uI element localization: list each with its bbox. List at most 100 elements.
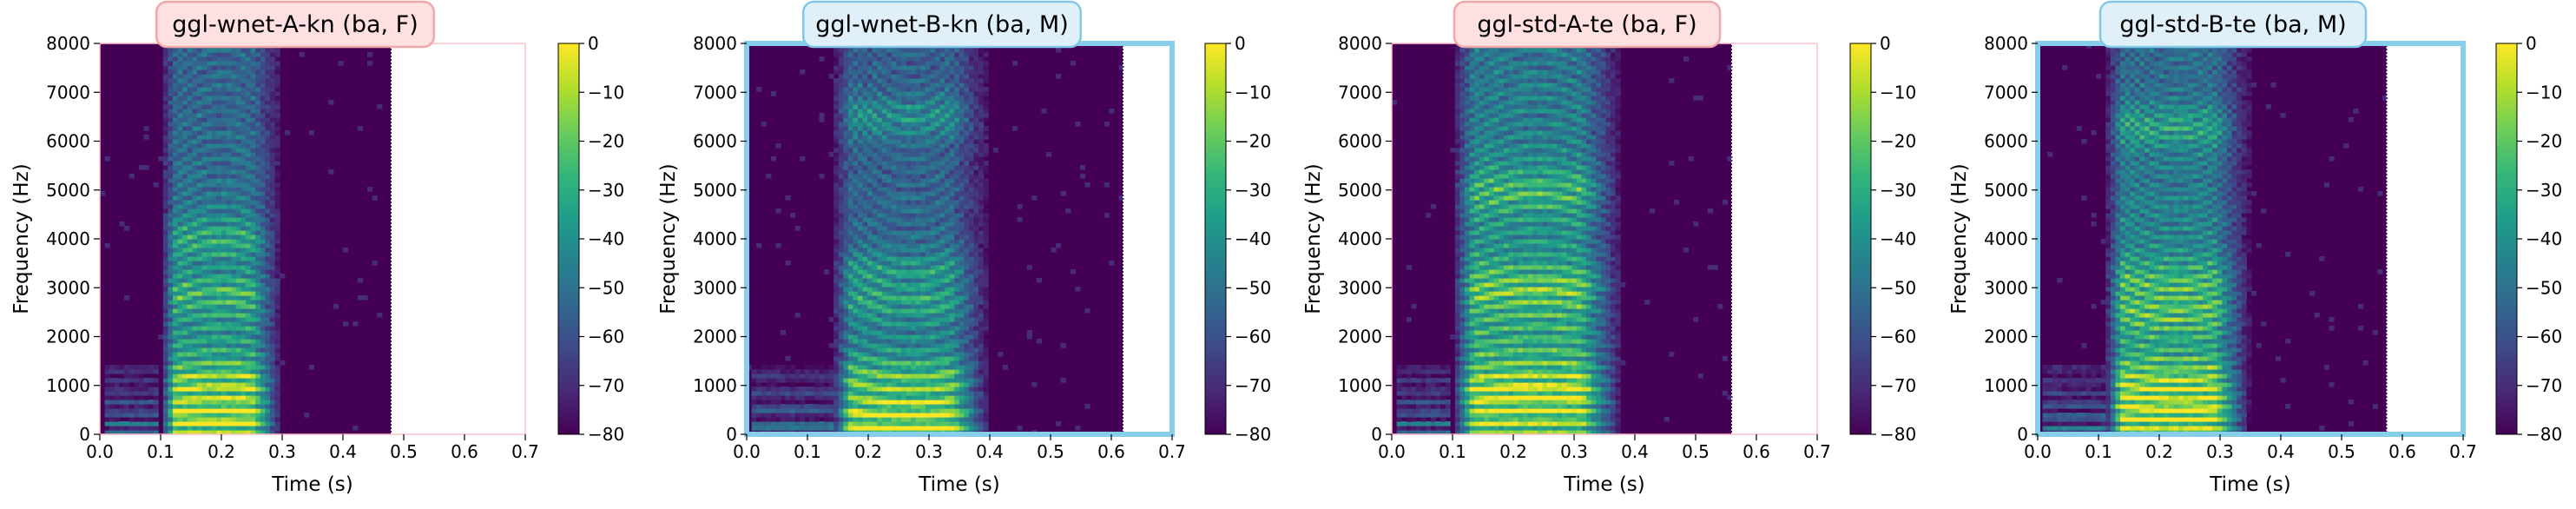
y-tick-label: 2000 [1984,327,2028,347]
colorbar-tick-label: 0 [2526,33,2537,54]
x-tick-label: 0.4 [2267,441,2295,462]
y-tick-label: 0 [79,424,90,445]
y-tick-label: 7000 [1338,82,1382,102]
x-tick-label: 0.2 [208,441,235,462]
colorbar-tick-label: −70 [1880,375,1916,396]
y-tick-label: 0 [1371,424,1382,445]
x-tick-label: 0.2 [854,441,882,462]
colorbar-tick-label: −80 [2526,424,2562,445]
colorbar-tick-label: −10 [1880,82,1916,102]
colorbar-tick-label: −40 [1880,228,1916,249]
x-tick-label: 0.7 [2449,441,2477,462]
colorbar-tick-label: −20 [1235,131,1271,152]
y-tick-label: 6000 [693,131,737,152]
x-tick-label: 0.6 [1743,441,1770,462]
colorbar-tick-label: 0 [1880,33,1891,54]
colorbar-tick-label: 0 [588,33,599,54]
colorbar [1850,43,1871,434]
y-tick-label: 3000 [693,277,737,298]
x-tick-label: 0.3 [2206,441,2234,462]
colorbar-tick-label: −50 [1235,277,1271,298]
colorbar-tick-label: −10 [1235,82,1271,102]
x-axis-label: Time (s) [271,473,353,496]
x-tick-label: 0.3 [1560,441,1588,462]
y-tick-label: 4000 [1338,228,1382,249]
colorbar-tick-label: −30 [588,180,624,201]
y-tick-label: 1000 [1338,375,1382,396]
colorbar-tick-label: −70 [1235,375,1271,396]
y-tick-label: 4000 [693,228,737,249]
colorbar-tick-label: −40 [588,228,624,249]
x-tick-label: 0.6 [1097,441,1125,462]
y-tick-label: 8000 [1338,33,1382,54]
x-axis-label: Time (s) [1563,473,1645,496]
x-tick-label: 0.7 [1158,441,1186,462]
colorbar-tick-label: −20 [1880,131,1916,152]
x-tick-label: 0.5 [1682,441,1710,462]
y-tick-label: 5000 [46,180,90,201]
y-tick-label: 1000 [1984,375,2028,396]
x-tick-label: 0.7 [511,441,539,462]
x-tick-label: 0.7 [1803,441,1831,462]
x-tick-label: 0.4 [1621,441,1649,462]
colorbar-tick-label: −30 [1235,180,1271,201]
y-tick-label: 7000 [693,82,737,102]
colorbar-tick-label: −50 [2526,277,2562,298]
y-tick-label: 1000 [46,375,90,396]
x-tick-label: 0.3 [915,441,943,462]
y-tick-label: 3000 [1338,277,1382,298]
x-tick-label: 0.3 [268,441,296,462]
y-axis-label: Frequency (Hz) [657,163,680,314]
x-tick-label: 0.5 [390,441,418,462]
colorbar [2496,43,2517,434]
colorbar-tick-label: −60 [588,327,624,347]
x-tick-label: 0.1 [2085,441,2112,462]
chart-title: ggl-wnet-A-kn (ba, F) [172,11,418,38]
colorbar-tick-label: −40 [1235,228,1271,249]
y-tick-label: 3000 [1984,277,2028,298]
chart-title: ggl-std-B-te (ba, M) [2119,11,2346,38]
colorbar-tick-label: −30 [1880,180,1916,201]
x-tick-label: 0.4 [329,441,357,462]
colorbar [558,43,579,434]
x-axis-label: Time (s) [918,473,1000,496]
y-tick-label: 2000 [1338,327,1382,347]
colorbar-tick-label: −10 [2526,82,2562,102]
y-tick-label: 8000 [693,33,737,54]
x-tick-label: 0.6 [2388,441,2416,462]
x-tick-label: 0.6 [451,441,478,462]
colorbar-tick-label: −20 [588,131,624,152]
y-tick-label: 8000 [46,33,90,54]
y-tick-label: 6000 [1984,131,2028,152]
y-axis-label: Frequency (Hz) [1948,163,1971,314]
y-tick-label: 1000 [693,375,737,396]
x-axis-label: Time (s) [2209,473,2291,496]
colorbar-tick-label: −10 [588,82,624,102]
y-tick-label: 7000 [1984,82,2028,102]
x-tick-label: 0.5 [2328,441,2355,462]
x-tick-label: 0.2 [1499,441,1527,462]
x-tick-label: 0.2 [2145,441,2173,462]
y-tick-label: 6000 [46,131,90,152]
colorbar-tick-label: −30 [2526,180,2562,201]
colorbar-tick-label: −50 [1880,277,1916,298]
y-tick-label: 6000 [1338,131,1382,152]
colorbar-tick-label: −50 [588,277,624,298]
chart-title: ggl-wnet-B-kn (ba, M) [815,11,1069,38]
x-tick-label: 0.1 [1439,441,1466,462]
colorbar-tick-label: −80 [588,424,624,445]
y-tick-label: 4000 [46,228,90,249]
y-tick-label: 7000 [46,82,90,102]
colorbar-tick-label: −70 [588,375,624,396]
colorbar-tick-label: −40 [2526,228,2562,249]
y-axis-label: Frequency (Hz) [10,163,33,314]
colorbar-tick-label: −60 [2526,327,2562,347]
